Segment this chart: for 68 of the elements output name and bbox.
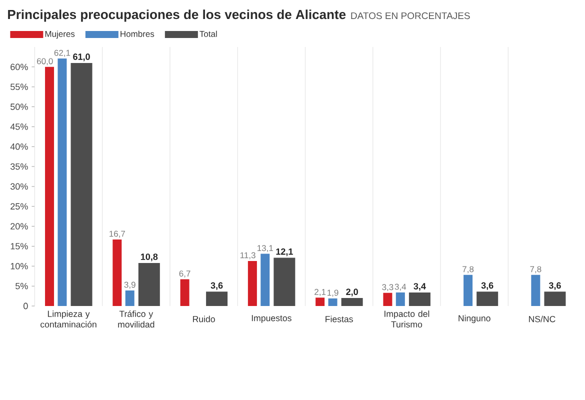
x-tick-label: Limpieza y contaminación [40,310,96,328]
bar [408,292,430,306]
y-tick-label: 45% [10,124,28,130]
y-tick-label: 55% [10,84,28,90]
data-label: 1,9 [328,290,338,297]
y-tick-label: 15% [10,243,28,250]
chart-subtitle: DATOS EN PORCENTAJES [351,12,470,20]
y-tick-label: 25% [10,203,28,210]
bar [316,298,325,306]
data-label: 16,7 [110,230,125,238]
data-label: 60,0 [37,58,53,66]
y-tick-label: 35% [10,163,28,170]
bar [58,58,67,306]
bar [45,66,54,306]
x-tick-label: Ruido [193,316,215,322]
data-label: 3,6 [548,282,561,290]
legend-label: Total [200,30,217,37]
bar [464,274,473,306]
y-tick-label: 0 [24,302,28,310]
bar [328,298,338,306]
y-tick-label: 40% [10,143,28,150]
bar [544,292,566,306]
bar [112,239,122,306]
y-tick-label: 50% [10,104,28,110]
bar [531,274,540,306]
x-tick-label: Tráfico y movilidad [118,310,154,328]
y-tick-label: 60% [10,64,28,70]
bar [274,258,296,306]
data-label: 6,7 [179,270,190,278]
x-tick-label: Impuestos [252,315,292,323]
bar [248,260,257,306]
x-tick-label: Fiestas [326,316,353,322]
data-label: 13,1 [258,245,273,252]
data-label: 3,6 [210,282,223,290]
bar [383,292,392,306]
data-label: 3,4 [394,284,406,291]
data-label: 3,3 [382,284,394,292]
data-label: 10,8 [140,254,158,262]
data-label: 2,1 [314,288,326,296]
x-tick-label: Ninguno [458,314,490,324]
y-tick-label: 5% [16,282,28,290]
data-label: 2,0 [346,288,358,296]
bar [396,292,405,306]
data-label: 3,9 [124,282,136,289]
legend-label: Mujeres [45,30,75,39]
bar [125,290,134,306]
data-label: 7,8 [530,266,542,274]
data-label: 11,3 [240,252,256,260]
data-label: 3,4 [414,283,426,291]
chart-title: Principales preocupaciones de los vecinos de Alicante [8,10,346,22]
y-tick-label: 10% [10,262,28,270]
data-label: 61,0 [73,54,90,62]
bar [206,292,228,306]
legend-label: Hombres [120,30,154,37]
y-tick-label: 30% [10,183,28,190]
bar [138,262,160,306]
data-label: 7,8 [462,266,474,274]
bar [180,279,190,306]
x-tick-label: NS/NC [529,316,556,322]
data-label: 3,6 [481,282,494,290]
x-tick-label: Impacto del Turismo [384,310,430,328]
data-label: 62,1 [54,50,70,57]
y-tick-label: 20% [10,223,28,230]
bar [341,298,363,306]
data-label: 12,1 [276,248,293,256]
bar [476,292,498,306]
bar [70,62,92,306]
bar [260,254,270,306]
